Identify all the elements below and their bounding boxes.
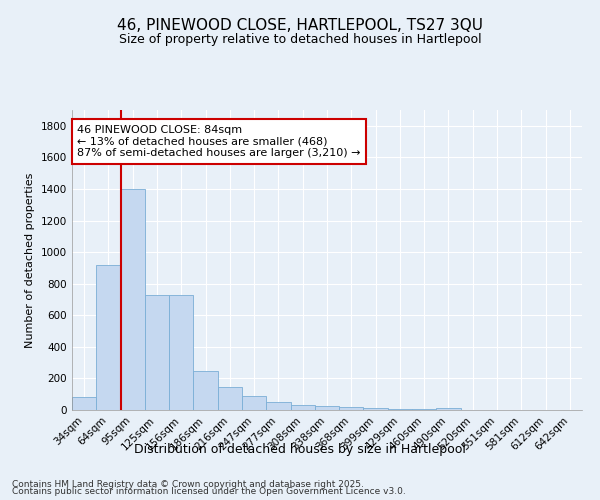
Bar — [364, 408, 388, 410]
Bar — [290, 406, 315, 410]
Text: Contains public sector information licensed under the Open Government Licence v3: Contains public sector information licen… — [12, 488, 406, 496]
Bar — [145, 294, 169, 410]
Bar — [121, 189, 145, 410]
Bar — [218, 387, 242, 410]
Bar — [96, 264, 121, 410]
Bar — [193, 372, 218, 410]
Bar — [412, 409, 436, 410]
Text: 46, PINEWOOD CLOSE, HARTLEPOOL, TS27 3QU: 46, PINEWOOD CLOSE, HARTLEPOOL, TS27 3QU — [117, 18, 483, 32]
Bar — [388, 409, 412, 410]
Text: 46 PINEWOOD CLOSE: 84sqm
← 13% of detached houses are smaller (468)
87% of semi-: 46 PINEWOOD CLOSE: 84sqm ← 13% of detach… — [77, 125, 361, 158]
Bar — [242, 396, 266, 410]
Bar — [266, 402, 290, 410]
Bar — [315, 406, 339, 410]
Text: Contains HM Land Registry data © Crown copyright and database right 2025.: Contains HM Land Registry data © Crown c… — [12, 480, 364, 489]
Y-axis label: Number of detached properties: Number of detached properties — [25, 172, 35, 348]
Bar — [339, 407, 364, 410]
Bar — [72, 396, 96, 410]
Bar — [436, 408, 461, 410]
Text: Distribution of detached houses by size in Hartlepool: Distribution of detached houses by size … — [134, 442, 466, 456]
Text: Size of property relative to detached houses in Hartlepool: Size of property relative to detached ho… — [119, 32, 481, 46]
Bar — [169, 294, 193, 410]
